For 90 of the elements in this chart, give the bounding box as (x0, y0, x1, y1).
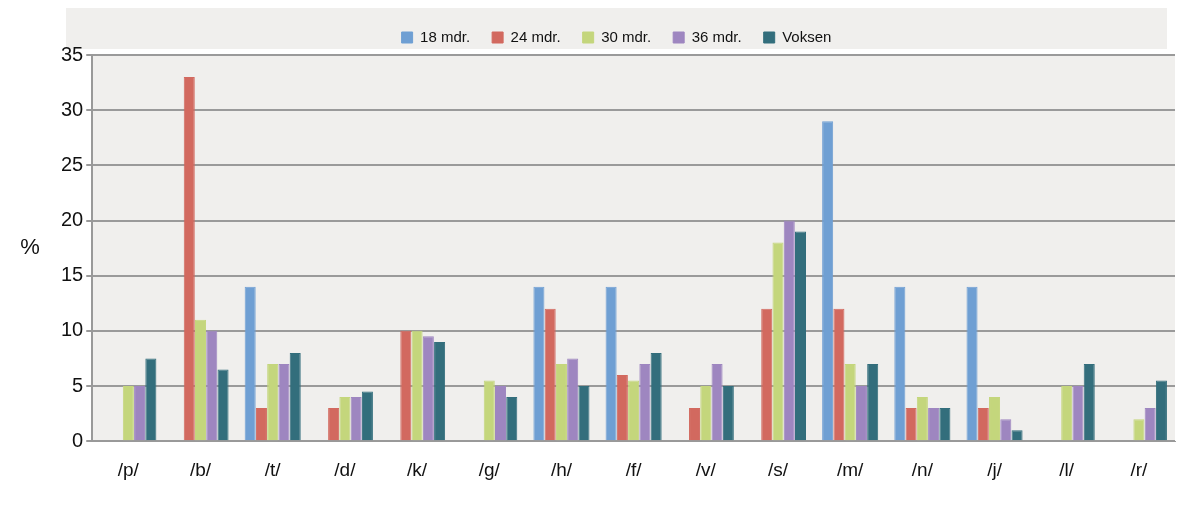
legend-label: Voksen (782, 27, 832, 45)
bar (361, 391, 373, 441)
x-tick-label: /g/ (478, 458, 501, 480)
bar (989, 397, 1001, 441)
bar (939, 408, 951, 441)
x-tick-label: /h/ (550, 458, 573, 480)
bar (605, 286, 617, 441)
bar (794, 231, 807, 441)
bar (966, 286, 978, 441)
bar (689, 408, 701, 441)
bar (145, 358, 157, 441)
bar (278, 363, 290, 441)
bar (244, 286, 256, 441)
bar (533, 286, 545, 441)
x-tick-label: /f/ (625, 458, 643, 480)
bar (255, 408, 267, 441)
bar (822, 121, 834, 441)
x-tick-label: /l/ (1059, 458, 1075, 480)
x-tick-label: /v/ (695, 458, 717, 480)
x-tick-label: /b/ (189, 458, 212, 480)
bar (328, 408, 340, 441)
bar (628, 380, 640, 441)
bar (855, 386, 867, 441)
x-tick-label: /j/ (987, 458, 1003, 480)
y-tick-label: 15 (61, 263, 84, 286)
legend-label: 24 mdr. (510, 27, 561, 45)
bar (555, 363, 567, 441)
bar (916, 397, 928, 441)
bar (567, 358, 579, 441)
bar (1133, 419, 1145, 441)
x-tick-label: /n/ (911, 458, 934, 480)
bar (206, 330, 218, 441)
bar (183, 77, 195, 441)
bar (1083, 363, 1095, 441)
bar (1000, 419, 1012, 441)
bar (495, 386, 507, 441)
x-tick-label: /k/ (407, 458, 428, 480)
bar (578, 386, 590, 441)
bar (928, 408, 940, 441)
bar (1061, 386, 1073, 441)
bar (350, 397, 362, 441)
bar (1144, 408, 1156, 441)
y-axis-title: % (20, 234, 40, 260)
bar (422, 336, 434, 441)
bar (844, 363, 856, 441)
bar (722, 386, 734, 441)
bar (289, 352, 301, 441)
x-tick-label: /r/ (1130, 458, 1149, 480)
legend-label: 36 mdr. (691, 27, 742, 45)
bar (339, 397, 351, 441)
bar (400, 330, 412, 441)
x-tick-label: /m/ (836, 458, 865, 480)
bar (761, 308, 773, 441)
x-tick-label: /s/ (767, 458, 789, 480)
bar (411, 330, 423, 441)
bar (783, 220, 795, 441)
x-tick-label: /p/ (117, 458, 140, 480)
x-tick-label: /t/ (264, 458, 282, 480)
bar (483, 380, 495, 441)
bar (134, 386, 146, 441)
bar (772, 242, 784, 441)
y-tick-label: 30 (61, 97, 84, 120)
legend-label: 18 mdr. (420, 27, 471, 45)
bar (616, 374, 628, 441)
bar (894, 286, 906, 441)
bar (1155, 380, 1167, 441)
y-tick-label: 20 (61, 208, 84, 231)
bar (1072, 386, 1084, 441)
y-tick-label: 0 (72, 428, 84, 451)
bar (434, 341, 446, 441)
bar (639, 363, 651, 441)
bar (977, 408, 989, 441)
bar (700, 386, 712, 441)
bar (267, 363, 279, 441)
bar (650, 352, 662, 441)
bar (905, 408, 917, 441)
y-tick-label: 35 (61, 42, 84, 65)
y-tick-label: 25 (61, 152, 84, 175)
bar (544, 308, 556, 441)
bar (195, 319, 207, 441)
y-tick-label: 5 (72, 373, 84, 396)
y-tick-label: 10 (61, 318, 84, 341)
bar (122, 386, 134, 441)
bar (867, 363, 879, 441)
bar (833, 308, 845, 441)
bar (217, 369, 229, 441)
bar (506, 397, 518, 441)
x-tick-label: /d/ (334, 458, 357, 480)
bar (711, 363, 723, 441)
legend-label: 30 mdr. (601, 27, 652, 45)
